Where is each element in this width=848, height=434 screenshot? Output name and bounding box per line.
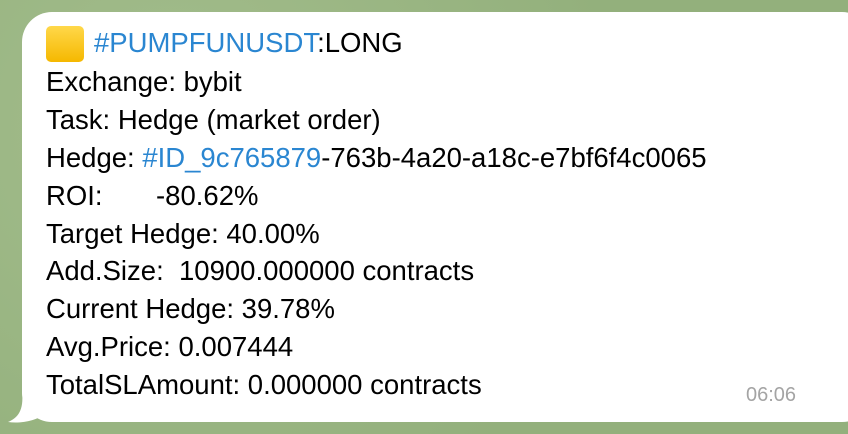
text-line: #PUMPFUNUSDT:LONG: [94, 24, 403, 62]
text-segment: Current Hedge: 39.78%: [46, 293, 335, 324]
text-line: TotalSLAmount: 0.000000 contracts: [46, 366, 482, 404]
text-line: Exchange: bybit: [46, 63, 242, 101]
text-line: Add.Size: 10900.000000 contracts: [46, 252, 474, 290]
message-bubble: [22, 12, 848, 422]
hashtag-link[interactable]: #ID_9c765879: [142, 142, 322, 173]
text-line: Current Hedge: 39.78%: [46, 290, 335, 328]
text-line: Task: Hedge (market order): [46, 101, 381, 139]
text-line: Target Hedge: 40.00%: [46, 215, 320, 253]
text-segment: Target Hedge: 40.00%: [46, 218, 320, 249]
text-segment: -763b-4a20-a18c-e7bf6f4c0065: [321, 142, 707, 173]
text-segment: Exchange: bybit: [46, 66, 242, 97]
text-segment: Task: Hedge (market order): [46, 104, 381, 135]
text-segment: Hedge:: [46, 142, 143, 173]
emoji-icon: [46, 26, 84, 62]
text-segment: Add.Size: 10900.000000 contracts: [46, 255, 475, 286]
text-segment: ROI: -80.62%: [46, 180, 259, 211]
message-time: 06:06: [746, 384, 797, 406]
text-segment: Avg.Price: 0.007444: [46, 331, 294, 362]
text-segment: :LONG: [317, 27, 403, 58]
text-line: ROI: -80.62%: [46, 177, 258, 215]
hashtag-link[interactable]: #PUMPFUNUSDT: [94, 27, 318, 58]
text-line: Hedge: #ID_9c765879-763b-4a20-a18c-e7bf6…: [46, 139, 707, 177]
text-line: Avg.Price: 0.007444: [46, 328, 293, 366]
text-segment: TotalSLAmount: 0.000000 contracts: [46, 369, 482, 400]
